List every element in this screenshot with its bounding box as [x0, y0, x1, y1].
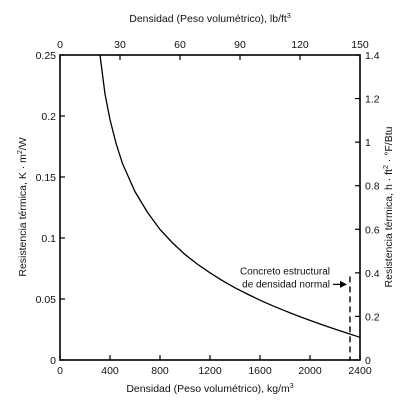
x-top-tick-label: 150: [351, 39, 369, 51]
annotation: Concreto estructural de densidad normal: [240, 266, 351, 360]
x-top-axis-title: Densidad (Peso volumétrico), lb/ft3: [129, 13, 291, 25]
y-left-tick-label: 0.2: [41, 111, 56, 123]
x-bottom-tick-label: 0: [57, 365, 63, 377]
y-right-tick-label: 1: [365, 137, 371, 149]
right-ticks: 0 0.2 0.4 0.6 0.8 1 1.2 1.4: [355, 50, 380, 367]
y-left-tick-label: 0.15: [36, 172, 57, 184]
top-ticks: 0 30 60 90 120 150: [57, 39, 369, 60]
y-right-tick-label: 0.2: [365, 311, 380, 323]
y-left-axis-title: Resistencia térmica, K · m2/W: [17, 137, 29, 276]
y-left-tick-label: 0.25: [36, 50, 57, 62]
annotation-text-line-2: de densidad normal: [242, 279, 330, 290]
y-left-tick-label: 0.1: [41, 233, 56, 245]
x-top-tick-label: 60: [174, 39, 186, 51]
y-left-tick-label: 0: [50, 355, 56, 367]
x-top-tick-label: 30: [114, 39, 126, 51]
x-bottom-tick-label: 400: [101, 365, 119, 377]
annotation-arrowhead: [340, 280, 347, 288]
y-left-tick-label: 0.05: [36, 294, 57, 306]
y-right-tick-label: 0.6: [365, 224, 380, 236]
x-bottom-tick-label: 1600: [248, 365, 272, 377]
x-bottom-tick-label: 2000: [298, 365, 322, 377]
x-bottom-tick-label: 800: [151, 365, 169, 377]
plot-frame: [59, 54, 361, 361]
y-right-tick-label: 1.2: [365, 94, 380, 106]
x-bottom-tick-label: 1200: [198, 365, 222, 377]
thermal-resistance-curve: [99, 54, 361, 338]
y-right-axis-title: Resistencia térmica, h · ft2 · °F/Btu: [383, 126, 395, 287]
x-top-tick-label: 0: [57, 39, 63, 51]
y-right-tick-label: 1.4: [365, 50, 380, 62]
x-top-tick-label: 120: [291, 39, 309, 51]
y-right-tick-label: 0.4: [365, 268, 380, 280]
y-right-tick-label: 0.8: [365, 181, 380, 193]
x-top-tick-label: 90: [234, 39, 246, 51]
x-bottom-tick-label: 2400: [348, 365, 372, 377]
bottom-ticks: 0 400 800 1200 1600 2000 2400: [57, 355, 372, 377]
x-bottom-axis-title: Densidad (Peso volumétrico), kg/m3: [126, 383, 293, 395]
y-right-tick-label: 0: [365, 355, 371, 367]
annotation-text-line-1: Concreto estructural: [240, 266, 330, 277]
left-ticks: 0 0.05 0.1 0.15 0.2 0.25: [36, 50, 65, 367]
